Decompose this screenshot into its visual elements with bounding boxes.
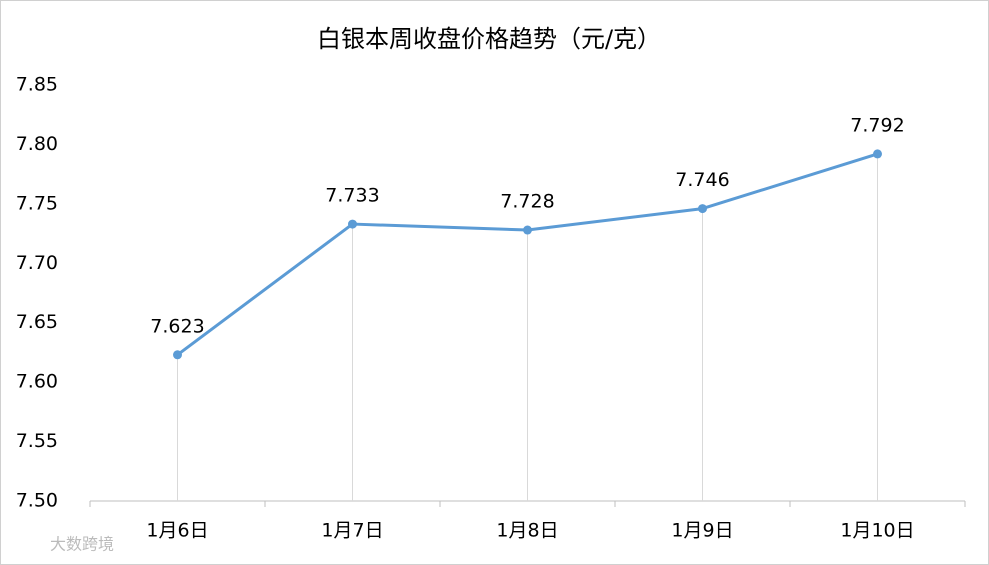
x-tick-label: 1月6日 <box>146 520 208 542</box>
x-tick-label: 1月10日 <box>840 520 914 542</box>
y-tick-label: 7.80 <box>16 133 58 155</box>
x-tick-label: 1月7日 <box>321 520 383 542</box>
y-tick-label: 7.65 <box>16 311 58 333</box>
data-label: 7.623 <box>150 315 204 337</box>
y-tick-label: 7.50 <box>16 490 58 512</box>
y-tick-label: 7.55 <box>16 430 58 452</box>
data-label: 7.792 <box>850 114 904 136</box>
data-label: 7.733 <box>325 185 379 207</box>
watermark: 大数跨境 <box>50 535 114 554</box>
y-tick-label: 7.70 <box>16 252 58 274</box>
chart-title: 白银本周收盘价格趋势（元/克） <box>317 25 661 53</box>
point <box>173 350 182 360</box>
data-label: 7.746 <box>675 169 729 191</box>
x-tick-label: 1月8日 <box>496 520 558 542</box>
y-tick-label: 7.60 <box>16 371 58 393</box>
y-tick-label: 7.85 <box>16 74 58 96</box>
x-tick-label: 1月9日 <box>671 520 733 542</box>
data-label: 7.728 <box>500 191 554 213</box>
point <box>873 149 882 159</box>
point <box>523 225 532 235</box>
point <box>698 204 707 214</box>
y-tick-label: 7.75 <box>16 192 58 214</box>
point <box>348 219 357 229</box>
